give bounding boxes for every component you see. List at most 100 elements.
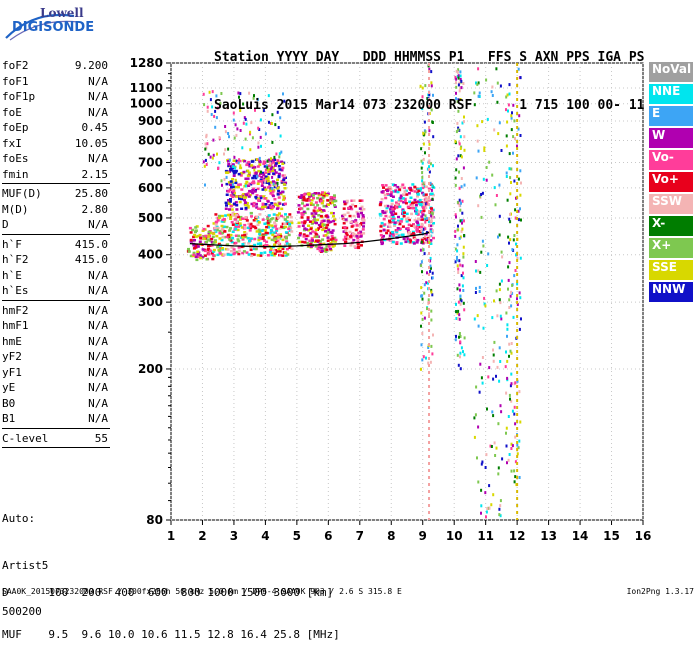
echo-point [462, 252, 465, 256]
echo-point [383, 204, 387, 208]
echo-point [324, 234, 328, 237]
echo-point [422, 202, 425, 206]
y-tick-label: 300 [138, 295, 163, 309]
echo-point [264, 188, 268, 191]
echo-point [421, 358, 424, 362]
echo-point [260, 229, 264, 232]
echo-point [499, 404, 502, 408]
echo-point [514, 208, 517, 212]
echo-point [412, 236, 416, 239]
echo-point [361, 214, 365, 217]
echo-point [511, 283, 514, 287]
param-value: N/A [88, 381, 108, 394]
echo-point [314, 201, 318, 204]
echo-point [318, 240, 322, 243]
echo-point [244, 203, 248, 207]
echo-point [249, 226, 253, 230]
echo-point [357, 231, 361, 235]
echo-point [263, 222, 267, 225]
echo-point [380, 242, 384, 246]
echo-point [388, 220, 392, 224]
echo-point [513, 412, 516, 416]
param-label: B0 [2, 396, 16, 410]
echo-point [193, 239, 196, 242]
echo-point [187, 250, 191, 253]
echo-point [391, 220, 395, 224]
echo-point [258, 156, 261, 160]
echo-point [497, 422, 500, 426]
echo-point [477, 67, 480, 71]
echo-point [257, 221, 261, 224]
echo-point [235, 133, 238, 137]
echo-point [509, 384, 512, 388]
echo-point [405, 220, 409, 223]
echo-point [233, 155, 236, 159]
echo-point [215, 228, 219, 232]
echo-point [345, 233, 349, 237]
echo-point [205, 258, 209, 261]
echo-point [241, 146, 244, 150]
echo-point [412, 225, 416, 228]
echo-point [326, 220, 330, 223]
echo-point [506, 359, 509, 363]
echo-point [499, 84, 502, 88]
echo-point [422, 237, 426, 240]
echo-point [393, 224, 397, 227]
echo-point [228, 170, 232, 173]
header-line1: Station YYYY DAY DDD HHMMSS P1 FFS S AXN… [214, 50, 645, 65]
echo-point [395, 221, 399, 224]
echo-point [351, 203, 355, 207]
param-label: h`F [2, 237, 22, 251]
echo-point [269, 231, 273, 235]
echo-point [271, 187, 274, 190]
echo-point [278, 227, 282, 230]
echo-point [495, 289, 498, 293]
echo-point [341, 214, 344, 218]
echo-point [383, 223, 387, 226]
echo-point [431, 293, 434, 297]
echo-point [204, 183, 206, 187]
echo-point [199, 256, 203, 260]
echo-point [509, 397, 511, 401]
echo-point [430, 318, 433, 322]
echo-point [461, 221, 463, 225]
echo-point [379, 201, 383, 204]
echo-point [506, 120, 509, 124]
echo-point [189, 254, 193, 258]
echo-point [392, 234, 396, 237]
echo-point [247, 184, 251, 187]
echo-point [333, 222, 337, 226]
echo-point [462, 271, 464, 275]
echo-point [296, 211, 300, 214]
legend-item: NNE [649, 84, 693, 104]
echo-point [393, 221, 397, 224]
echo-point [413, 237, 417, 241]
echo-point [239, 166, 243, 170]
echo-point [421, 179, 424, 183]
echo-point [498, 121, 501, 125]
echo-point [486, 264, 489, 267]
echo-point [206, 238, 210, 241]
echo-point [207, 244, 210, 248]
echo-point [459, 355, 461, 359]
echo-point [215, 116, 218, 120]
echo-point [422, 227, 425, 231]
echo-point [399, 242, 403, 245]
echo-point [216, 106, 219, 110]
echo-point [398, 222, 402, 226]
echo-point [238, 218, 242, 221]
echo-point [282, 198, 286, 201]
echo-point [246, 192, 250, 195]
echo-point [518, 390, 521, 394]
echo-point [189, 238, 193, 242]
echo-point [361, 215, 365, 219]
param-value: 2.15 [81, 167, 109, 181]
echo-point [251, 166, 255, 169]
echo-point [227, 164, 231, 168]
legend-item: SSW [649, 194, 693, 214]
echo-point [274, 123, 277, 127]
echo-point [248, 189, 252, 193]
echo-point [266, 221, 270, 225]
echo-point [516, 443, 519, 447]
echo-point [249, 237, 253, 240]
